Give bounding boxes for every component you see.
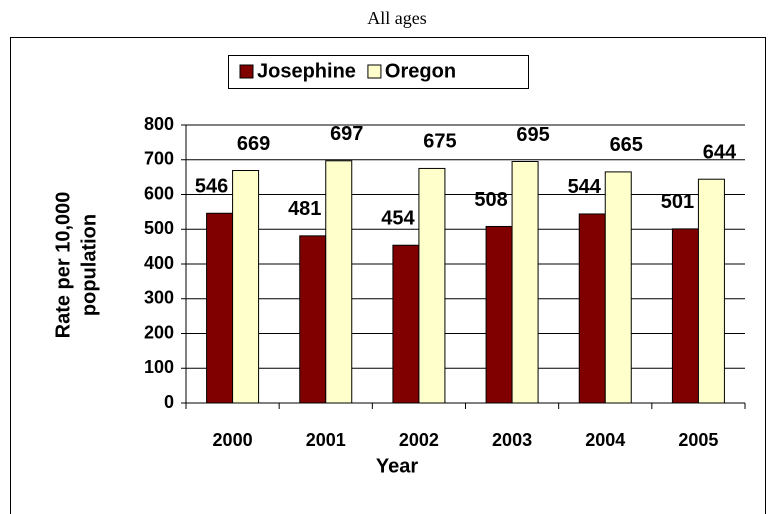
data-label: 669 xyxy=(237,133,270,155)
y-tick-label: 300 xyxy=(144,288,174,308)
bar xyxy=(418,167,446,404)
legend-swatch xyxy=(239,64,254,79)
data-label: 546 xyxy=(195,176,228,198)
data-label: 665 xyxy=(610,134,643,156)
y-tick-label: 0 xyxy=(164,392,174,412)
data-label: 695 xyxy=(516,124,549,146)
bar xyxy=(232,170,260,404)
legend-swatch xyxy=(367,64,382,79)
data-label: 481 xyxy=(288,198,321,220)
x-tick-label: 2003 xyxy=(492,430,532,450)
y-axis-label-line: Rate per 10,000 xyxy=(52,192,74,339)
legend-label: Josephine xyxy=(257,60,356,82)
data-label: 644 xyxy=(703,141,737,163)
data-label: 675 xyxy=(423,131,456,153)
bar xyxy=(604,171,632,404)
data-label: 454 xyxy=(381,208,415,230)
bar xyxy=(697,178,725,404)
y-axis-label: Rate per 10,000 population xyxy=(52,192,100,339)
y-axis-label-line: population xyxy=(78,214,100,316)
chart-border xyxy=(10,37,766,514)
data-label: 697 xyxy=(330,123,363,145)
y-tick-label: 700 xyxy=(144,149,174,169)
bar xyxy=(671,228,699,404)
legend-label: Oregon xyxy=(385,60,456,82)
bar xyxy=(325,160,353,404)
x-tick-label: 2001 xyxy=(306,430,346,450)
x-tick-label: 2004 xyxy=(585,430,625,450)
y-tick-label: 100 xyxy=(144,357,174,377)
chart-title: All ages xyxy=(367,8,426,28)
x-tick-label: 2005 xyxy=(678,430,718,450)
x-tick-label: 2000 xyxy=(213,430,253,450)
data-label: 508 xyxy=(474,189,507,211)
bar xyxy=(578,213,606,404)
y-tick-label: 400 xyxy=(144,253,174,273)
data-label: 501 xyxy=(661,191,694,213)
y-tick-label: 200 xyxy=(144,322,174,342)
bar xyxy=(511,160,539,404)
data-label: 544 xyxy=(568,176,602,198)
bar xyxy=(299,235,327,404)
y-tick-label: 800 xyxy=(144,114,174,134)
bar xyxy=(392,244,420,404)
bar xyxy=(206,212,234,404)
x-tick-label: 2002 xyxy=(399,430,439,450)
y-tick-label: 500 xyxy=(144,218,174,238)
y-tick-label: 600 xyxy=(144,183,174,203)
bar xyxy=(485,225,513,404)
x-axis-label: Year xyxy=(376,455,418,477)
